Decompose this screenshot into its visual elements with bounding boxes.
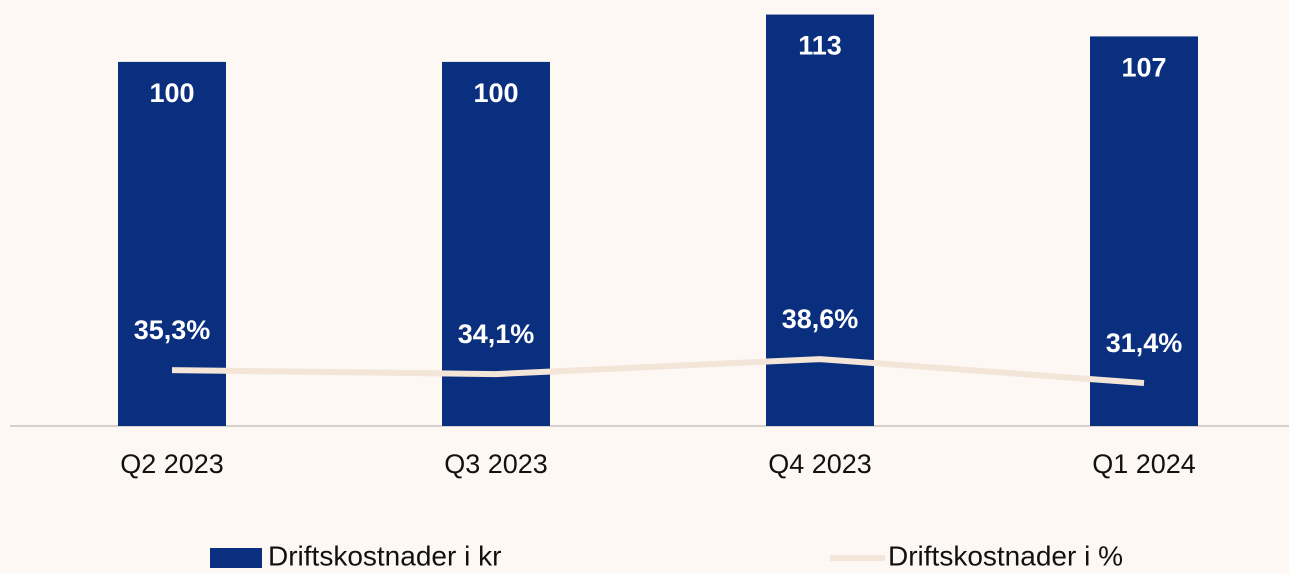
bar [118, 61, 226, 427]
bar-value-label: 100 [149, 78, 194, 108]
line-value-label: 34,1% [458, 319, 535, 349]
line-value-label: 35,3% [134, 315, 211, 345]
legend-label: Driftskostnader i % [888, 540, 1123, 571]
bar-value-label: 113 [798, 31, 842, 61]
x-tick-label: Q4 2023 [768, 449, 872, 479]
legend-swatch [210, 548, 262, 568]
line-value-label: 31,4% [1106, 328, 1183, 358]
line-value-label: 38,6% [782, 304, 859, 334]
bar-value-label: 100 [473, 78, 518, 108]
x-tick-label: Q2 2023 [120, 449, 224, 479]
bar [1090, 36, 1198, 427]
bar-value-label: 107 [1121, 53, 1166, 83]
legend-label: Driftskostnader i kr [268, 540, 501, 571]
bar [442, 61, 550, 427]
line [171, 356, 1145, 387]
x-tick-label: Q3 2023 [444, 449, 548, 479]
x-tick-label: Q1 2024 [1092, 449, 1196, 479]
